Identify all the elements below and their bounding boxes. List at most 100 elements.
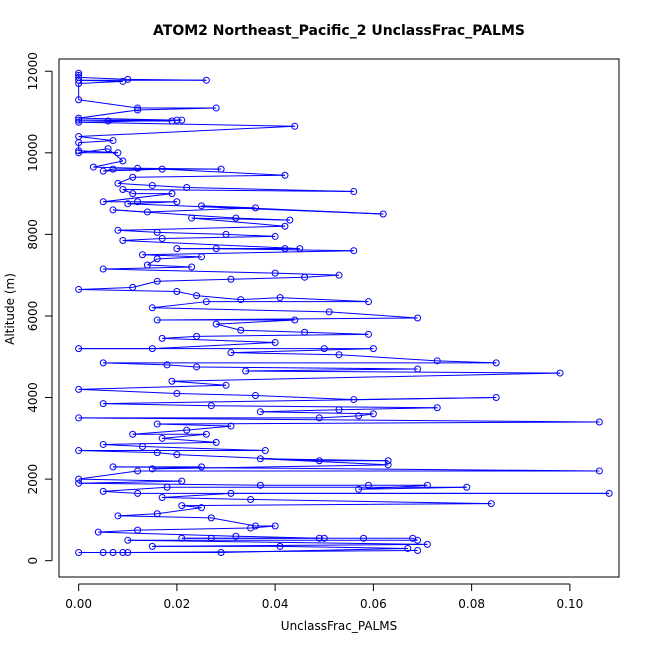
- data-point: [163, 483, 171, 491]
- data-point: [124, 200, 132, 208]
- series-line-segment: [122, 549, 418, 554]
- x-tick-label: 0.06: [360, 597, 387, 611]
- data-point: [271, 232, 279, 240]
- series-line-segment: [255, 394, 354, 401]
- data-point: [129, 283, 137, 291]
- data-point: [325, 308, 333, 316]
- y-tick-label: 0: [26, 557, 40, 565]
- data-point: [158, 334, 166, 342]
- data-point: [148, 181, 156, 189]
- data-point: [134, 106, 142, 114]
- data-point: [119, 157, 127, 165]
- data-point: [301, 328, 309, 336]
- data-point: [188, 263, 196, 271]
- data-point: [163, 361, 171, 369]
- series-line-segment: [78, 76, 128, 80]
- data-point: [168, 377, 176, 385]
- x-tick-label: 0.08: [458, 597, 485, 611]
- data-point: [197, 463, 205, 471]
- data-point: [281, 245, 289, 253]
- series-line-segment: [103, 397, 497, 405]
- data-point: [99, 167, 107, 175]
- series-line-segment: [260, 411, 374, 415]
- data-point: [261, 447, 269, 455]
- data-point: [197, 504, 205, 512]
- data-point: [492, 359, 500, 367]
- series-line-segment: [147, 258, 158, 266]
- series-line-segment: [358, 413, 374, 417]
- series-line-segment: [338, 354, 438, 362]
- data-point: [335, 271, 343, 279]
- data-point: [281, 171, 289, 179]
- series-line-segment: [78, 388, 177, 394]
- data-point: [99, 198, 107, 206]
- data-point: [109, 206, 117, 214]
- series-line-segment: [245, 368, 418, 372]
- series-line-segment: [338, 407, 438, 411]
- data-point: [251, 204, 259, 212]
- data-point: [350, 188, 358, 196]
- data-point: [355, 485, 363, 493]
- data-point: [335, 351, 343, 359]
- series-line-segment: [78, 478, 182, 482]
- series-line-segment: [167, 364, 197, 368]
- data-point: [153, 277, 161, 285]
- data-point: [104, 145, 112, 153]
- data-point: [114, 226, 122, 234]
- data-point: [364, 330, 372, 338]
- data-point: [158, 434, 166, 442]
- data-point: [222, 381, 230, 389]
- data-point: [433, 357, 441, 365]
- data-point: [414, 365, 422, 373]
- data-point: [75, 147, 83, 155]
- series-line-segment: [78, 384, 227, 390]
- series-line-segment: [152, 341, 276, 350]
- data-point: [242, 367, 250, 375]
- data-point: [153, 316, 161, 324]
- data-point: [605, 489, 613, 497]
- data-point: [109, 549, 117, 557]
- data-point: [178, 534, 186, 542]
- data-point: [369, 345, 377, 353]
- data-point: [148, 542, 156, 550]
- data-point: [232, 214, 240, 222]
- y-axis-title: Altitude (m): [3, 273, 17, 345]
- data-point: [119, 237, 127, 245]
- data-point: [148, 304, 156, 312]
- series-line-segment: [113, 466, 600, 472]
- series-line-segment: [93, 160, 123, 168]
- series-line-segment: [176, 392, 256, 396]
- data-point: [247, 524, 255, 532]
- data-point: [148, 465, 156, 473]
- data-point: [109, 463, 117, 471]
- data-point: [139, 251, 147, 259]
- chart-title: ATOM2 Northeast_Pacific_2 UnclassFrac_PA…: [153, 23, 525, 39]
- data-point: [119, 549, 127, 557]
- data-point: [193, 292, 201, 300]
- data-point: [247, 496, 255, 504]
- data-point: [212, 245, 220, 253]
- data-point: [379, 210, 387, 218]
- data-point: [75, 549, 83, 557]
- data-point: [173, 245, 181, 253]
- data-point: [423, 540, 431, 548]
- series-line-segment: [304, 274, 340, 278]
- data-point: [99, 487, 107, 495]
- data-point: [75, 149, 83, 157]
- data-point: [134, 467, 142, 475]
- data-point: [222, 230, 230, 238]
- data-point: [384, 457, 392, 465]
- data-point: [129, 190, 137, 198]
- data-point: [153, 228, 161, 236]
- series-line-segment: [230, 276, 305, 280]
- data-point: [207, 402, 215, 410]
- series-line-segment: [103, 362, 168, 366]
- data-point: [360, 534, 368, 542]
- series-line-segment: [201, 205, 256, 209]
- data-point: [75, 79, 83, 87]
- data-point: [99, 440, 107, 448]
- series-line-segment: [137, 527, 251, 531]
- series-line-segment: [117, 515, 212, 519]
- data-point: [227, 275, 235, 283]
- series-line-segment: [122, 240, 300, 250]
